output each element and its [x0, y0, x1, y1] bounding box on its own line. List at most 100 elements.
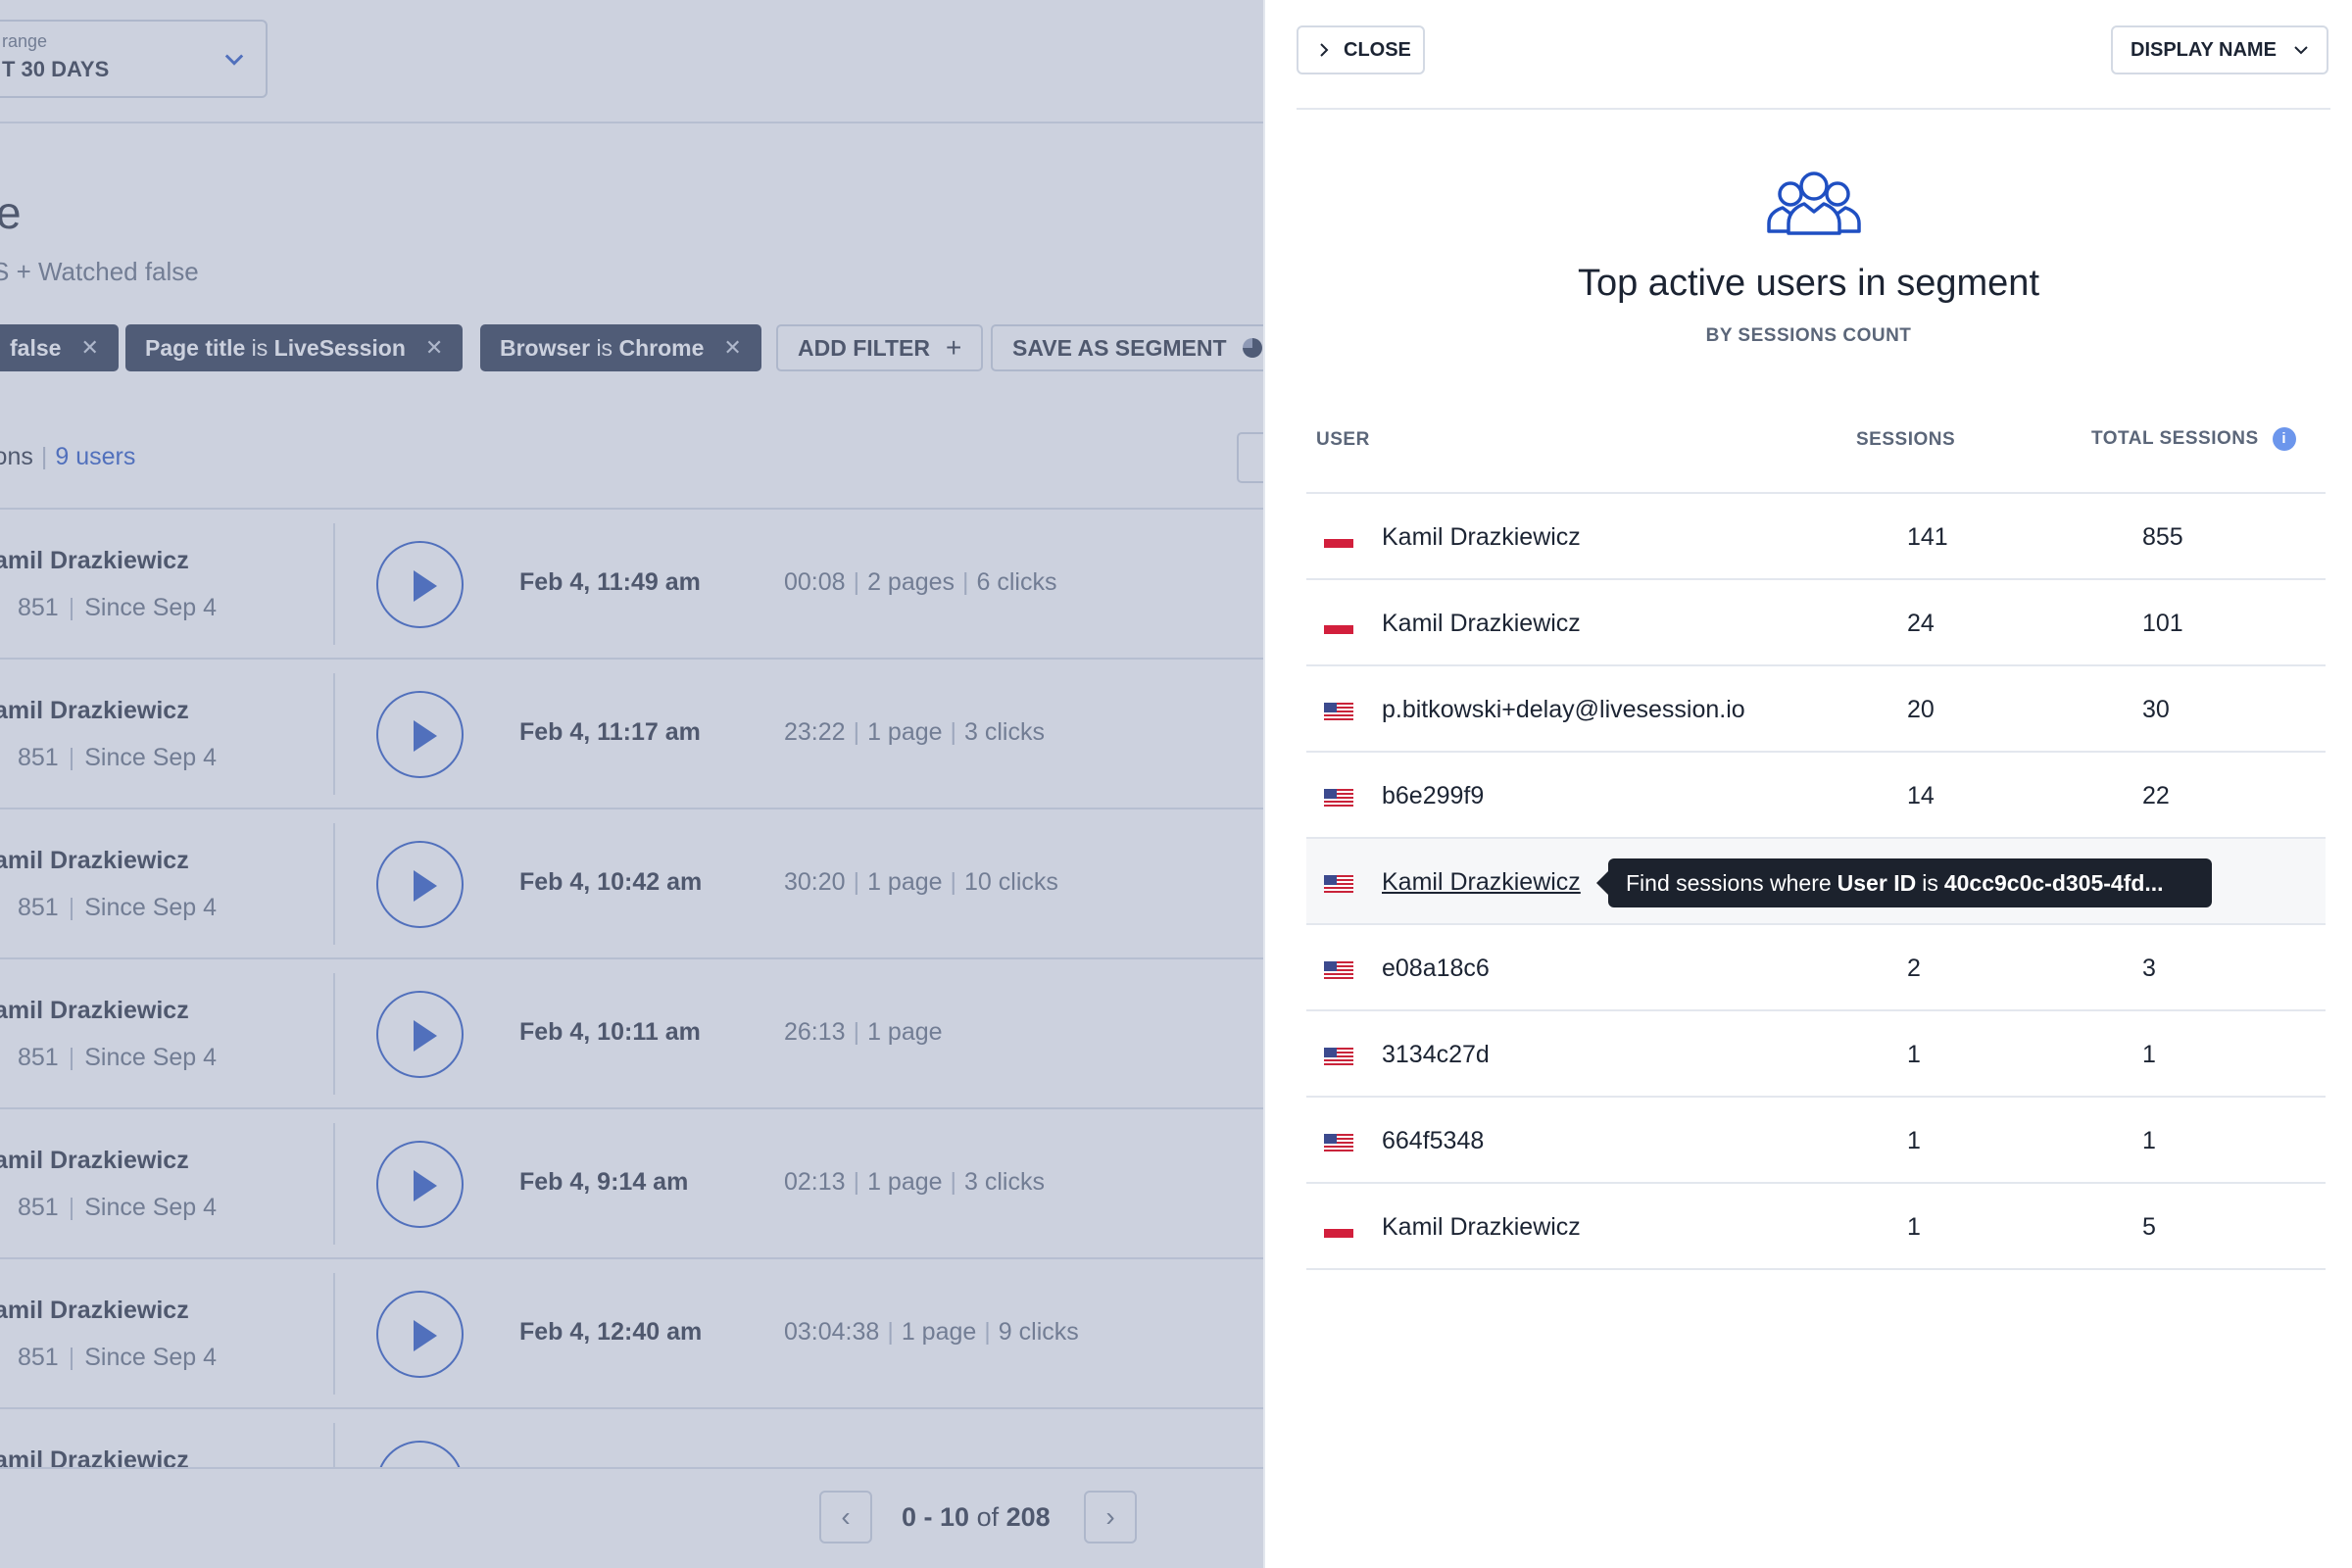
user-name-link[interactable]: e08a18c6 — [1382, 955, 1490, 982]
session-row[interactable]: amil Drazkiewicz 851 | Since Sep 4 Feb 4, 11… — [0, 510, 1263, 660]
play-icon — [414, 570, 437, 602]
close-button[interactable]: CLOSE — [1297, 25, 1425, 74]
users-count-link[interactable]: 9 users — [55, 443, 136, 470]
total-sessions-value: 855 — [2142, 523, 2183, 551]
session-pages: 1 page — [867, 1168, 943, 1196]
session-row[interactable]: amil Drazkiewicz 851 | Since Sep 4 Feb 4, 10… — [0, 959, 1263, 1109]
session-user-meta: 851 | Since Sep 4 — [18, 594, 218, 621]
sort-button[interactable] — [1237, 432, 1263, 483]
poland-flag-icon — [1324, 1220, 1353, 1238]
session-user-name[interactable]: amil Drazkiewicz — [0, 1297, 189, 1324]
play-button[interactable] — [376, 1141, 464, 1228]
session-pages: 1 page — [867, 1018, 943, 1046]
user-name-link[interactable]: b6e299f9 — [1382, 782, 1485, 809]
column-sessions[interactable]: SESSIONS — [1856, 429, 1956, 450]
session-row[interactable]: amil Drazkiewicz 851 | Since Sep 4 Feb 4, 9:… — [0, 1109, 1263, 1259]
session-pages: 1 page — [867, 718, 943, 746]
session-pages: 2 pages — [867, 568, 956, 596]
save-as-segment-button[interactable]: SAVE AS SEGMENT — [991, 324, 1263, 371]
session-user-name[interactable]: amil Drazkiewicz — [0, 547, 189, 574]
pagination-total: 208 — [1005, 1502, 1051, 1532]
sessions-value: 2 — [1907, 955, 1921, 982]
add-filter-button[interactable]: ADD FILTER + — [776, 324, 984, 371]
play-button[interactable] — [376, 541, 464, 628]
session-date: Feb 4, 11:17 am — [519, 718, 701, 746]
table-row[interactable]: e08a18c6 2 3 — [1306, 925, 2326, 1011]
user-name-link[interactable]: 3134c27d — [1382, 1041, 1490, 1068]
date-range-select[interactable]: range T 30 DAYS — [0, 20, 268, 98]
filter-chip-page-title[interactable]: Page title is LiveSession ✕ — [125, 324, 464, 371]
table-row[interactable]: Kamil Drazkiewicz 24 101 — [1306, 580, 2326, 666]
panel-title: Top active users in segment — [1577, 263, 2039, 304]
table-row[interactable]: 3134c27d 1 1 — [1306, 1011, 2326, 1098]
session-user-since: Since Sep 4 — [84, 744, 218, 771]
date-range-value: T 30 DAYS — [2, 57, 110, 81]
session-user-name[interactable]: amil Drazkiewicz — [0, 847, 189, 874]
filter-chip-op: is — [251, 334, 269, 361]
session-clicks: 9 clicks — [998, 1318, 1079, 1346]
panel-subtitle: BY SESSIONS COUNT — [1705, 325, 1912, 346]
session-row[interactable]: amil Drazkiewicz 851 | Since Sep 4 Feb 4, 12… — [0, 1259, 1263, 1409]
close-icon[interactable]: ✕ — [80, 335, 99, 360]
sessions-value: 1 — [1907, 1213, 1921, 1241]
play-button[interactable] — [376, 1291, 464, 1378]
prev-page-button[interactable]: ‹ — [819, 1491, 872, 1544]
session-user-count: 851 — [18, 1044, 59, 1071]
us-flag-icon — [1324, 1048, 1353, 1065]
play-button[interactable] — [376, 991, 464, 1078]
session-duration: 00:08 — [784, 568, 846, 596]
session-duration: 30:20 — [784, 868, 846, 896]
user-name-link[interactable]: Kamil Drazkiewicz — [1382, 610, 1581, 637]
top-users-panel: CLOSE DISPLAY NAME Top active users in s… — [1263, 0, 2352, 1568]
filter-chip-watched[interactable]: false ✕ — [0, 324, 119, 371]
session-row[interactable]: amil Drazkiewicz 851 | Since Sep 4 Feb 4, 10… — [0, 809, 1263, 959]
display-name-dropdown[interactable]: DISPLAY NAME — [2111, 25, 2328, 74]
column-total-sessions-label: TOTAL SESSIONS — [2091, 428, 2259, 450]
us-flag-icon — [1324, 875, 1353, 893]
table-row[interactable]: Kamil Drazkiewicz 1 5 — [1306, 1184, 2326, 1270]
filter-chip-browser[interactable]: Browser is Chrome ✕ — [480, 324, 761, 371]
close-icon[interactable]: ✕ — [723, 335, 742, 360]
user-name-link[interactable]: 664f5348 — [1382, 1127, 1485, 1154]
sessions-view: range T 30 DAYS e S + Watched false fals… — [0, 0, 1263, 1568]
poland-flag-icon — [1324, 616, 1353, 634]
session-stats: 00:08 | 2 pages | 6 clicks — [784, 568, 1057, 596]
total-sessions-value: 3 — [2142, 955, 2156, 982]
table-row[interactable]: 664f5348 1 1 — [1306, 1098, 2326, 1184]
filter-chip-field: Page title — [145, 334, 246, 361]
pagination-range: 0 - 10 — [902, 1502, 970, 1532]
date-range-label: range — [2, 31, 48, 51]
table-row[interactable]: b6e299f9 14 22 — [1306, 753, 2326, 839]
user-name-link[interactable]: p.bitkowski+delay@livesession.io — [1382, 696, 1745, 723]
segment-title: e — [0, 187, 22, 238]
user-id-tooltip: Find sessions where User ID is 40cc9c0c-… — [1596, 858, 2212, 907]
play-button[interactable] — [376, 691, 464, 778]
user-name-link[interactable]: Kamil Drazkiewicz — [1382, 523, 1581, 551]
session-pages: 1 page — [867, 868, 943, 896]
info-icon[interactable]: i — [2272, 427, 2296, 451]
column-total-sessions[interactable]: TOTAL SESSIONS i — [2091, 427, 2296, 451]
session-row[interactable]: amil Drazkiewicz 851 | Since Sep 4 Feb 4, 11… — [0, 660, 1263, 809]
user-name-link[interactable]: Kamil Drazkiewicz — [1382, 868, 1581, 896]
table-row[interactable]: p.bitkowski+delay@livesession.io 20 30 — [1306, 666, 2326, 753]
user-name-link[interactable]: Kamil Drazkiewicz — [1382, 1213, 1581, 1241]
session-user-since: Since Sep 4 — [84, 1044, 218, 1071]
filter-chip-field: Browser — [500, 334, 591, 361]
session-user-name[interactable]: amil Drazkiewicz — [0, 997, 189, 1024]
add-filter-label: ADD FILTER — [798, 334, 931, 361]
table-row[interactable]: Kamil Drazkiewicz 141 855 — [1306, 494, 2326, 580]
session-user-count: 851 — [18, 894, 59, 921]
tooltip-op: is — [1922, 869, 1938, 896]
chevron-down-icon — [224, 54, 244, 66]
sessions-value: 1 — [1907, 1041, 1921, 1068]
next-page-button[interactable]: › — [1084, 1491, 1137, 1544]
session-user-meta: 851 | Since Sep 4 — [18, 744, 218, 771]
play-button[interactable] — [376, 841, 464, 928]
total-sessions-value: 1 — [2142, 1127, 2156, 1154]
sessions-value: 24 — [1907, 610, 1935, 637]
total-sessions-value: 101 — [2142, 610, 2183, 637]
close-icon[interactable]: ✕ — [424, 335, 444, 360]
session-user-since: Since Sep 4 — [84, 1194, 218, 1221]
session-user-name[interactable]: amil Drazkiewicz — [0, 1147, 189, 1174]
session-user-name[interactable]: amil Drazkiewicz — [0, 697, 189, 724]
